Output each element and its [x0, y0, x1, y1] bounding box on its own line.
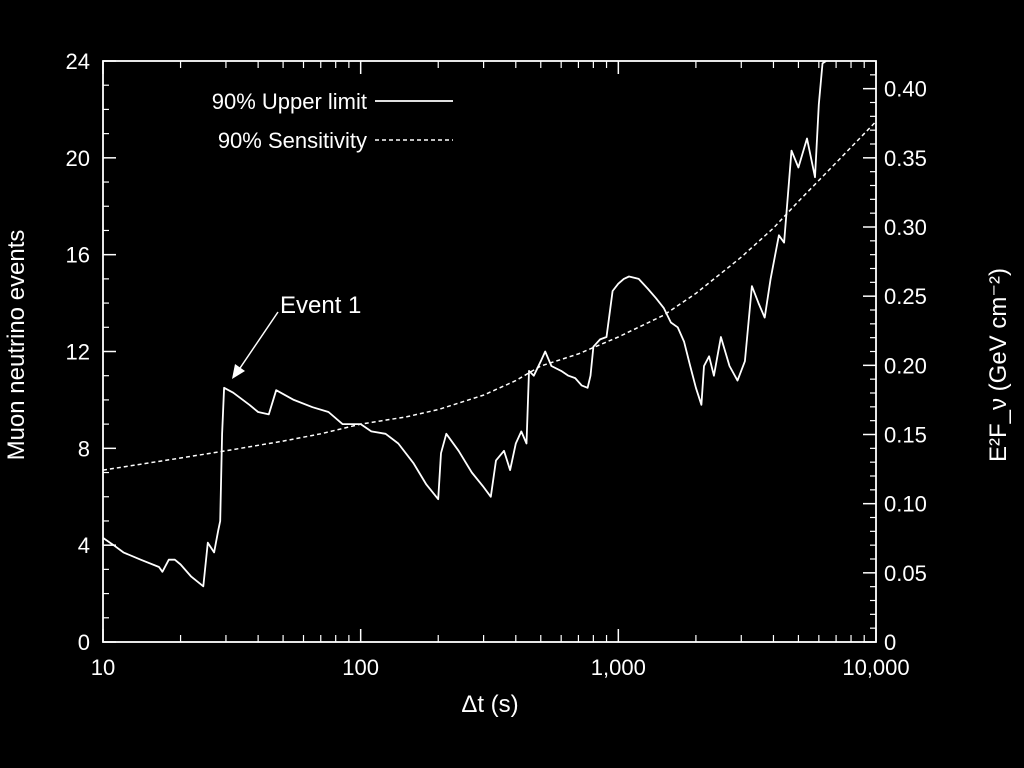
y-tick-label: 12: [66, 340, 90, 365]
series-line-sensitivity: [102, 120, 877, 471]
y-tick-label: 24: [66, 49, 90, 74]
y2-axis-title: E²F_ν (GeV cm⁻²): [985, 268, 1012, 462]
x-tick-label: 10,000: [842, 655, 909, 680]
y2-tick-label: 0.25: [884, 284, 927, 309]
series-line-upper-limit: [102, 60, 827, 588]
annotation-event-1: Event 1: [232, 292, 361, 379]
y2-tick-label: 0.20: [884, 353, 927, 378]
y2-tick-label: 0.35: [884, 146, 927, 171]
legend: 90% Upper limit 90% Sensitivity: [212, 89, 453, 153]
annotation-arrow-shaft: [235, 311, 279, 375]
y2-tick-label: 0.40: [884, 77, 927, 102]
x-tick-label: 10: [91, 655, 115, 680]
y2-tick-label: 0.15: [884, 423, 927, 448]
legend-label-upper-limit: 90% Upper limit: [212, 89, 367, 114]
y-tick-label: 0: [78, 630, 90, 655]
y-axis-title: Muon neutrino events: [3, 230, 30, 461]
legend-label-sensitivity: 90% Sensitivity: [218, 128, 367, 153]
annotation-label: Event 1: [280, 292, 361, 319]
plot-frame: [102, 60, 877, 643]
series-layer: [102, 60, 877, 588]
ticks-layer: 10 100 1,000 10,0000481216202400.050.100.15…: [66, 49, 927, 680]
annotation-arrow-head: [232, 364, 245, 379]
x-tick-label: 1,000: [591, 655, 646, 680]
y-tick-label: 20: [66, 146, 90, 171]
x-tick-label: 100: [342, 655, 379, 680]
y2-tick-label: 0.05: [884, 561, 927, 586]
x-axis-title: Δt (s): [461, 691, 518, 718]
y-tick-label: 4: [78, 533, 90, 558]
y2-tick-label: 0: [884, 630, 896, 655]
y2-tick-label: 0.10: [884, 492, 927, 517]
y2-tick-label: 0.30: [884, 215, 927, 240]
y-tick-label: 8: [78, 436, 90, 461]
y-tick-label: 16: [66, 243, 90, 268]
